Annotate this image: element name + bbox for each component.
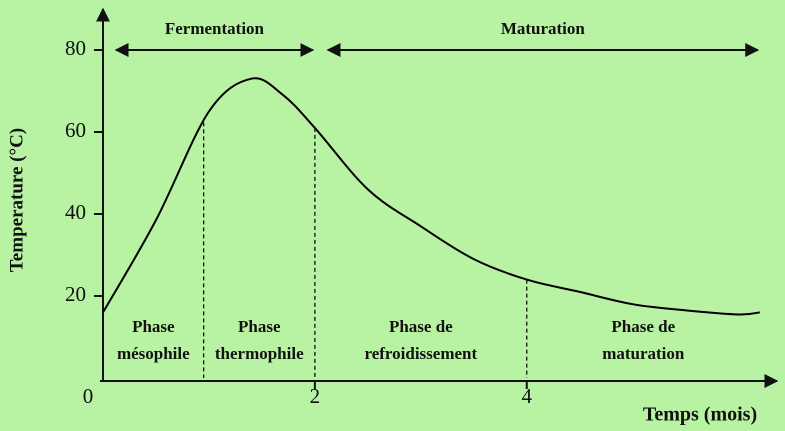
phase-label: maturation [602,344,685,363]
phase-label: Phase de [611,317,675,336]
phase-label: mésophile [117,344,190,363]
x-axis-label: Temps (mois) [643,404,757,426]
y-axis-label: Temperature (°C) [6,128,27,272]
x-tick-label: 0 [83,384,94,408]
x-tick-label: 4 [522,384,533,408]
phase-label: Phase [132,317,175,336]
temperature-line [102,77,760,316]
period-label: Fermentation [165,19,265,38]
x-tick-label: 2 [310,384,321,408]
y-tick-label: 40 [65,200,86,224]
phase-label: Phase [238,317,281,336]
y-tick-label: 60 [65,118,86,142]
y-tick-label: 20 [65,282,86,306]
period-label: Maturation [501,19,586,38]
phase-label: Phase de [389,317,453,336]
y-tick-label: 80 [65,36,86,60]
phase-label: thermophile [215,344,304,363]
phase-label: refroidissement [364,344,477,363]
